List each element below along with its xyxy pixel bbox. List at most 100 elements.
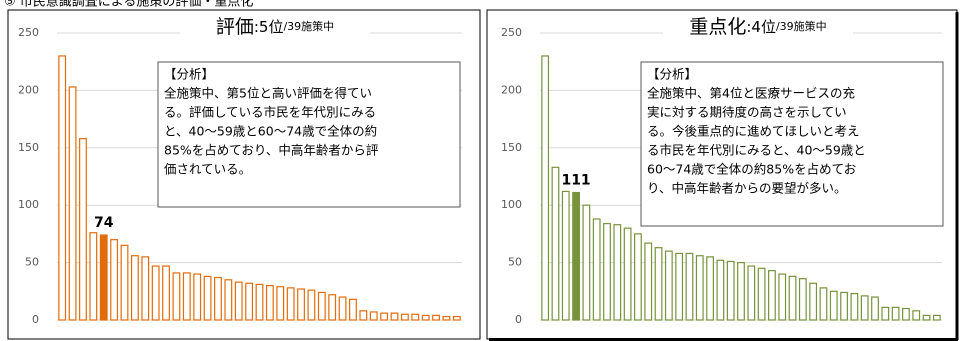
bar bbox=[778, 273, 787, 321]
bar bbox=[214, 276, 222, 321]
title-rank: :4位 bbox=[746, 18, 776, 36]
bar bbox=[411, 313, 420, 321]
bar bbox=[922, 314, 931, 321]
annotation-line: り、中高年齢者からの要望が多い。 bbox=[647, 181, 847, 196]
bar bbox=[881, 306, 890, 321]
bar bbox=[726, 260, 735, 321]
bar bbox=[664, 250, 673, 321]
bar bbox=[644, 242, 653, 321]
panel-border bbox=[7, 9, 481, 340]
bar bbox=[338, 296, 347, 321]
annotation-box bbox=[157, 61, 461, 208]
annotation-line: 60～74歳で全体の約85%を占めてお bbox=[647, 162, 856, 177]
bar bbox=[432, 314, 440, 321]
bar bbox=[421, 314, 430, 321]
data-label: 74 bbox=[94, 215, 114, 231]
bar bbox=[359, 310, 368, 321]
annotation-line: 全施策中、第5位と高い評価を得てい bbox=[164, 86, 372, 101]
bar bbox=[829, 290, 838, 321]
bar bbox=[860, 295, 869, 321]
y-tick-label: 50 bbox=[508, 256, 522, 269]
bar bbox=[871, 296, 879, 321]
bar bbox=[603, 222, 611, 321]
bar bbox=[757, 267, 766, 321]
bar bbox=[561, 190, 570, 321]
bar bbox=[89, 232, 98, 321]
data-label: 111 bbox=[561, 173, 590, 189]
annotation-line: る。評価している市民を年代別にみる bbox=[164, 105, 376, 120]
bar bbox=[840, 291, 848, 321]
bar bbox=[737, 262, 745, 321]
bar bbox=[203, 275, 212, 321]
bar bbox=[276, 286, 285, 321]
bar bbox=[716, 259, 725, 321]
bar bbox=[452, 315, 461, 321]
bar bbox=[151, 265, 160, 321]
bar bbox=[819, 287, 828, 321]
bar bbox=[68, 86, 77, 321]
y-tick-label: 150 bbox=[501, 141, 522, 154]
y-tick-label: 100 bbox=[501, 198, 522, 211]
bar bbox=[442, 315, 451, 321]
bar bbox=[541, 55, 550, 321]
y-tick-label: 0 bbox=[515, 313, 522, 326]
bar bbox=[747, 265, 756, 321]
subtitle: /39施策中 bbox=[776, 19, 827, 33]
bar bbox=[634, 233, 642, 321]
title-bg bbox=[180, 14, 370, 40]
bar bbox=[613, 224, 622, 321]
y-tick-label: 250 bbox=[501, 26, 522, 39]
annotation-heading: 【分析】 bbox=[647, 67, 697, 82]
bar bbox=[582, 204, 591, 321]
bar bbox=[245, 282, 254, 321]
annotation-line: る。今後重点的に進めてほしいと考え bbox=[647, 124, 860, 139]
bar bbox=[79, 138, 87, 321]
annotation-line: 全施策中、第4位と医療サービスの充 bbox=[647, 86, 855, 101]
y-tick-label: 150 bbox=[18, 141, 39, 154]
bar bbox=[234, 281, 243, 321]
y-tick-label: 100 bbox=[18, 198, 39, 211]
chart-title: 評価:5位/39施策中 bbox=[216, 16, 334, 38]
page-header: ⑤ 市民意識調査による施策の評価・重点化 bbox=[4, 0, 253, 10]
bar bbox=[798, 278, 807, 321]
annotation-line: 価されている。 bbox=[164, 162, 251, 177]
bar bbox=[809, 282, 818, 321]
title-main: 評価 bbox=[216, 16, 254, 38]
bar bbox=[390, 312, 399, 321]
annotation-box bbox=[640, 61, 944, 227]
bar bbox=[317, 291, 326, 321]
y-tick-label: 200 bbox=[18, 83, 39, 96]
annotation-line: 実に対する期待度の高さを示してい bbox=[647, 105, 847, 120]
bar bbox=[369, 311, 378, 321]
bar bbox=[902, 307, 910, 321]
bar bbox=[675, 252, 684, 321]
bar bbox=[932, 314, 941, 321]
bar bbox=[255, 283, 264, 321]
title-rank: :5位 bbox=[254, 18, 284, 36]
y-tick-label: 0 bbox=[32, 313, 39, 326]
bar bbox=[265, 284, 274, 321]
annotation-line: る市民を年代別にみると、40～59歳と bbox=[647, 143, 866, 158]
bar bbox=[193, 273, 202, 321]
bar bbox=[551, 166, 560, 321]
annotation-line: 85%を占めており、中高年齢者から評 bbox=[164, 143, 379, 158]
title-main: 重点化 bbox=[689, 16, 746, 38]
bar bbox=[788, 275, 797, 321]
chart-title: 重点化:4位/39施策中 bbox=[689, 16, 826, 38]
bar bbox=[592, 218, 601, 321]
bar bbox=[380, 312, 389, 321]
bar bbox=[99, 234, 108, 321]
bar bbox=[912, 310, 921, 321]
y-tick-label: 50 bbox=[25, 256, 39, 269]
annotation-line: と、40～59歳と60～74歳で全体の約 bbox=[164, 124, 377, 139]
bar bbox=[307, 289, 316, 321]
bar bbox=[623, 227, 632, 321]
bar bbox=[162, 265, 170, 321]
title-bg bbox=[663, 14, 853, 40]
bar bbox=[850, 292, 859, 321]
subtitle: /39施策中 bbox=[283, 19, 334, 33]
bar bbox=[110, 239, 119, 321]
bar bbox=[349, 298, 357, 321]
bar bbox=[572, 191, 580, 321]
